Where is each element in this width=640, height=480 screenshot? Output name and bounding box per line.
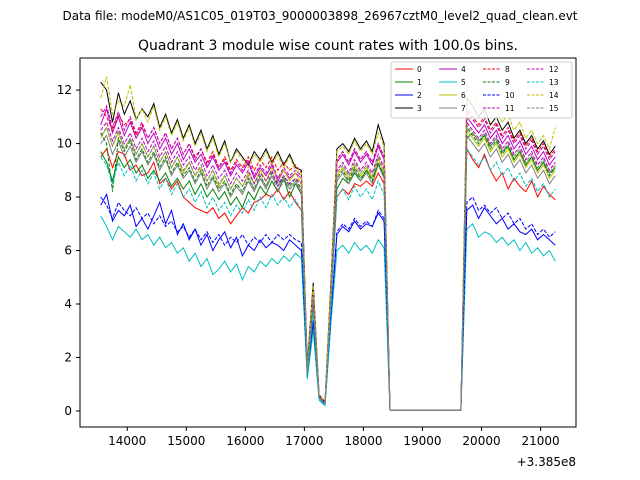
legend-label-2: 2 xyxy=(417,91,422,100)
legend-label-8: 8 xyxy=(505,65,510,74)
y-tick-label: 6 xyxy=(64,244,72,258)
series-layer xyxy=(100,76,556,411)
legend-label-15: 15 xyxy=(549,104,559,113)
series-line-15 xyxy=(100,123,556,411)
legend-label-5: 5 xyxy=(461,78,466,87)
x-tick-label: 17000 xyxy=(285,434,323,448)
x-tick-label: 16000 xyxy=(226,434,264,448)
y-axis-ticks: 0 2 4 6 8 10 12 xyxy=(57,83,80,418)
legend-label-3: 3 xyxy=(417,104,422,113)
suptitle: Data file: modeM0/AS1C05_019T03_90000038… xyxy=(62,9,577,23)
legend-label-9: 9 xyxy=(505,78,510,87)
legend-label-13: 13 xyxy=(549,78,559,87)
y-tick-label: 8 xyxy=(64,190,72,204)
series-line-8 xyxy=(100,107,556,411)
x-tick-label: 19000 xyxy=(403,434,441,448)
x-tick-label: 21000 xyxy=(521,434,559,448)
chart-title: Quadrant 3 module wise count rates with … xyxy=(138,38,518,54)
x-tick-label: 15000 xyxy=(167,434,205,448)
x-tick-label: 20000 xyxy=(462,434,500,448)
legend-label-11: 11 xyxy=(505,104,515,113)
series-line-10 xyxy=(100,196,556,411)
legend-label-0: 0 xyxy=(417,65,422,74)
legend-label-6: 6 xyxy=(461,91,466,100)
legend-label-14: 14 xyxy=(549,91,559,100)
y-tick-label: 4 xyxy=(64,297,72,311)
y-tick-label: 0 xyxy=(64,404,72,418)
legend-label-1: 1 xyxy=(417,78,422,87)
y-tick-label: 10 xyxy=(57,137,72,151)
series-line-5 xyxy=(100,215,556,411)
x-tick-label: 14000 xyxy=(108,434,146,448)
legend-label-7: 7 xyxy=(461,104,466,113)
x-offset-label: +3.385e8 xyxy=(517,455,576,469)
plot-frame xyxy=(79,57,577,428)
y-tick-label: 2 xyxy=(64,350,72,364)
series-line-12 xyxy=(100,120,556,411)
legend-label-12: 12 xyxy=(549,65,559,74)
legend-box xyxy=(390,61,573,119)
legend-label-10: 10 xyxy=(505,91,515,100)
x-axis-ticks: 14000 15000 16000 17000 18000 19000 20000 21000 xyxy=(108,427,560,448)
x-tick-label: 18000 xyxy=(344,434,382,448)
y-tick-label: 12 xyxy=(57,83,72,97)
legend-label-4: 4 xyxy=(461,65,466,74)
